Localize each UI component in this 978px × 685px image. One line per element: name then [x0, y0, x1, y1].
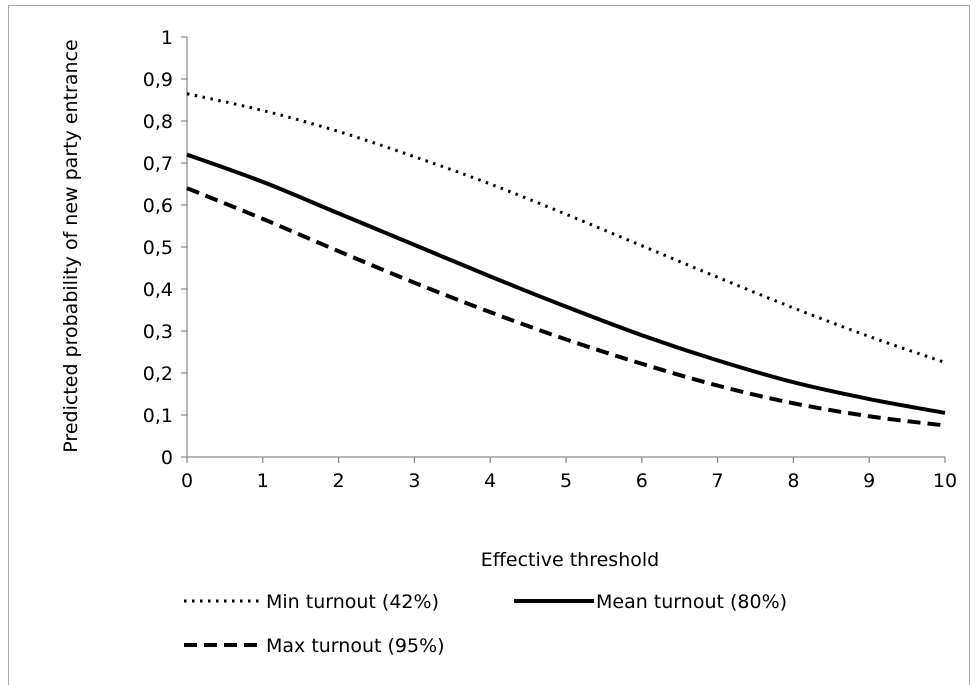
- line-chart: 00,10,20,30,40,50,60,70,80,910 1 2 3 4 5 6 7 8 9 1…: [60, 27, 957, 657]
- y-tick-label: 0,8: [143, 111, 173, 133]
- legend-label: Mean turnout (80%): [596, 591, 787, 613]
- x-tick-label: 2: [333, 470, 345, 492]
- tick-labels: 00,10,20,30,40,50,60,70,80,910 1 2 3 4 5 6 7 8 9 1…: [143, 27, 957, 492]
- x-tick-label: 6: [636, 470, 648, 492]
- series-line-max-turnout: [186, 186, 946, 428]
- y-tick-label: 0,9: [143, 69, 173, 91]
- y-tick-label: 1: [161, 27, 173, 49]
- y-tick-label: 0,1: [143, 405, 173, 427]
- series-line-mean-turnout: [186, 152, 946, 415]
- x-tick-label: 7: [712, 470, 724, 492]
- legend-item-max-turnout: Max turnout (95%): [184, 635, 445, 657]
- x-tick-label: 4: [484, 470, 496, 492]
- y-tick-label: 0,4: [143, 279, 173, 301]
- legend-item-mean-turnout: Mean turnout (80%): [514, 591, 787, 613]
- x-tick-label: 8: [787, 470, 799, 492]
- x-tick-label: 10: [933, 470, 957, 492]
- x-tick-label: 9: [863, 470, 875, 492]
- x-axis-title: Effective threshold: [481, 549, 659, 571]
- x-tick-label: 0: [181, 470, 193, 492]
- y-tick-label: 0,6: [143, 195, 173, 217]
- x-tick-label: 1: [257, 470, 269, 492]
- chart-frame: 0 0,1 0,2 0,3 0,4 0,5 0,6 0,7 0,8 0,9 1 0 1 2 3 4 5 6 7 8 9 1…: [8, 5, 970, 685]
- y-tick-label: 0: [161, 447, 173, 469]
- legend-label: Min turnout (42%): [266, 591, 439, 613]
- legend-label: Max turnout (95%): [266, 635, 445, 657]
- y-tick-label: 0,5: [143, 237, 173, 259]
- legend: Min turnout (42%) Mean turnout (80%) Max t…: [184, 591, 787, 657]
- y-tick-label: 0,7: [143, 153, 173, 175]
- legend-item-min-turnout: Min turnout (42%): [184, 591, 439, 613]
- series-line-min-turnout: [186, 92, 946, 364]
- y-tick-label: 0,3: [143, 321, 173, 343]
- axes: [181, 36, 946, 463]
- x-tick-label: 5: [560, 470, 572, 492]
- x-tick-label: 3: [408, 470, 420, 492]
- y-axis-title: Predicted probability of new party entra…: [60, 39, 82, 452]
- y-tick-label: 0,2: [143, 363, 173, 385]
- series-lines: [186, 92, 946, 428]
